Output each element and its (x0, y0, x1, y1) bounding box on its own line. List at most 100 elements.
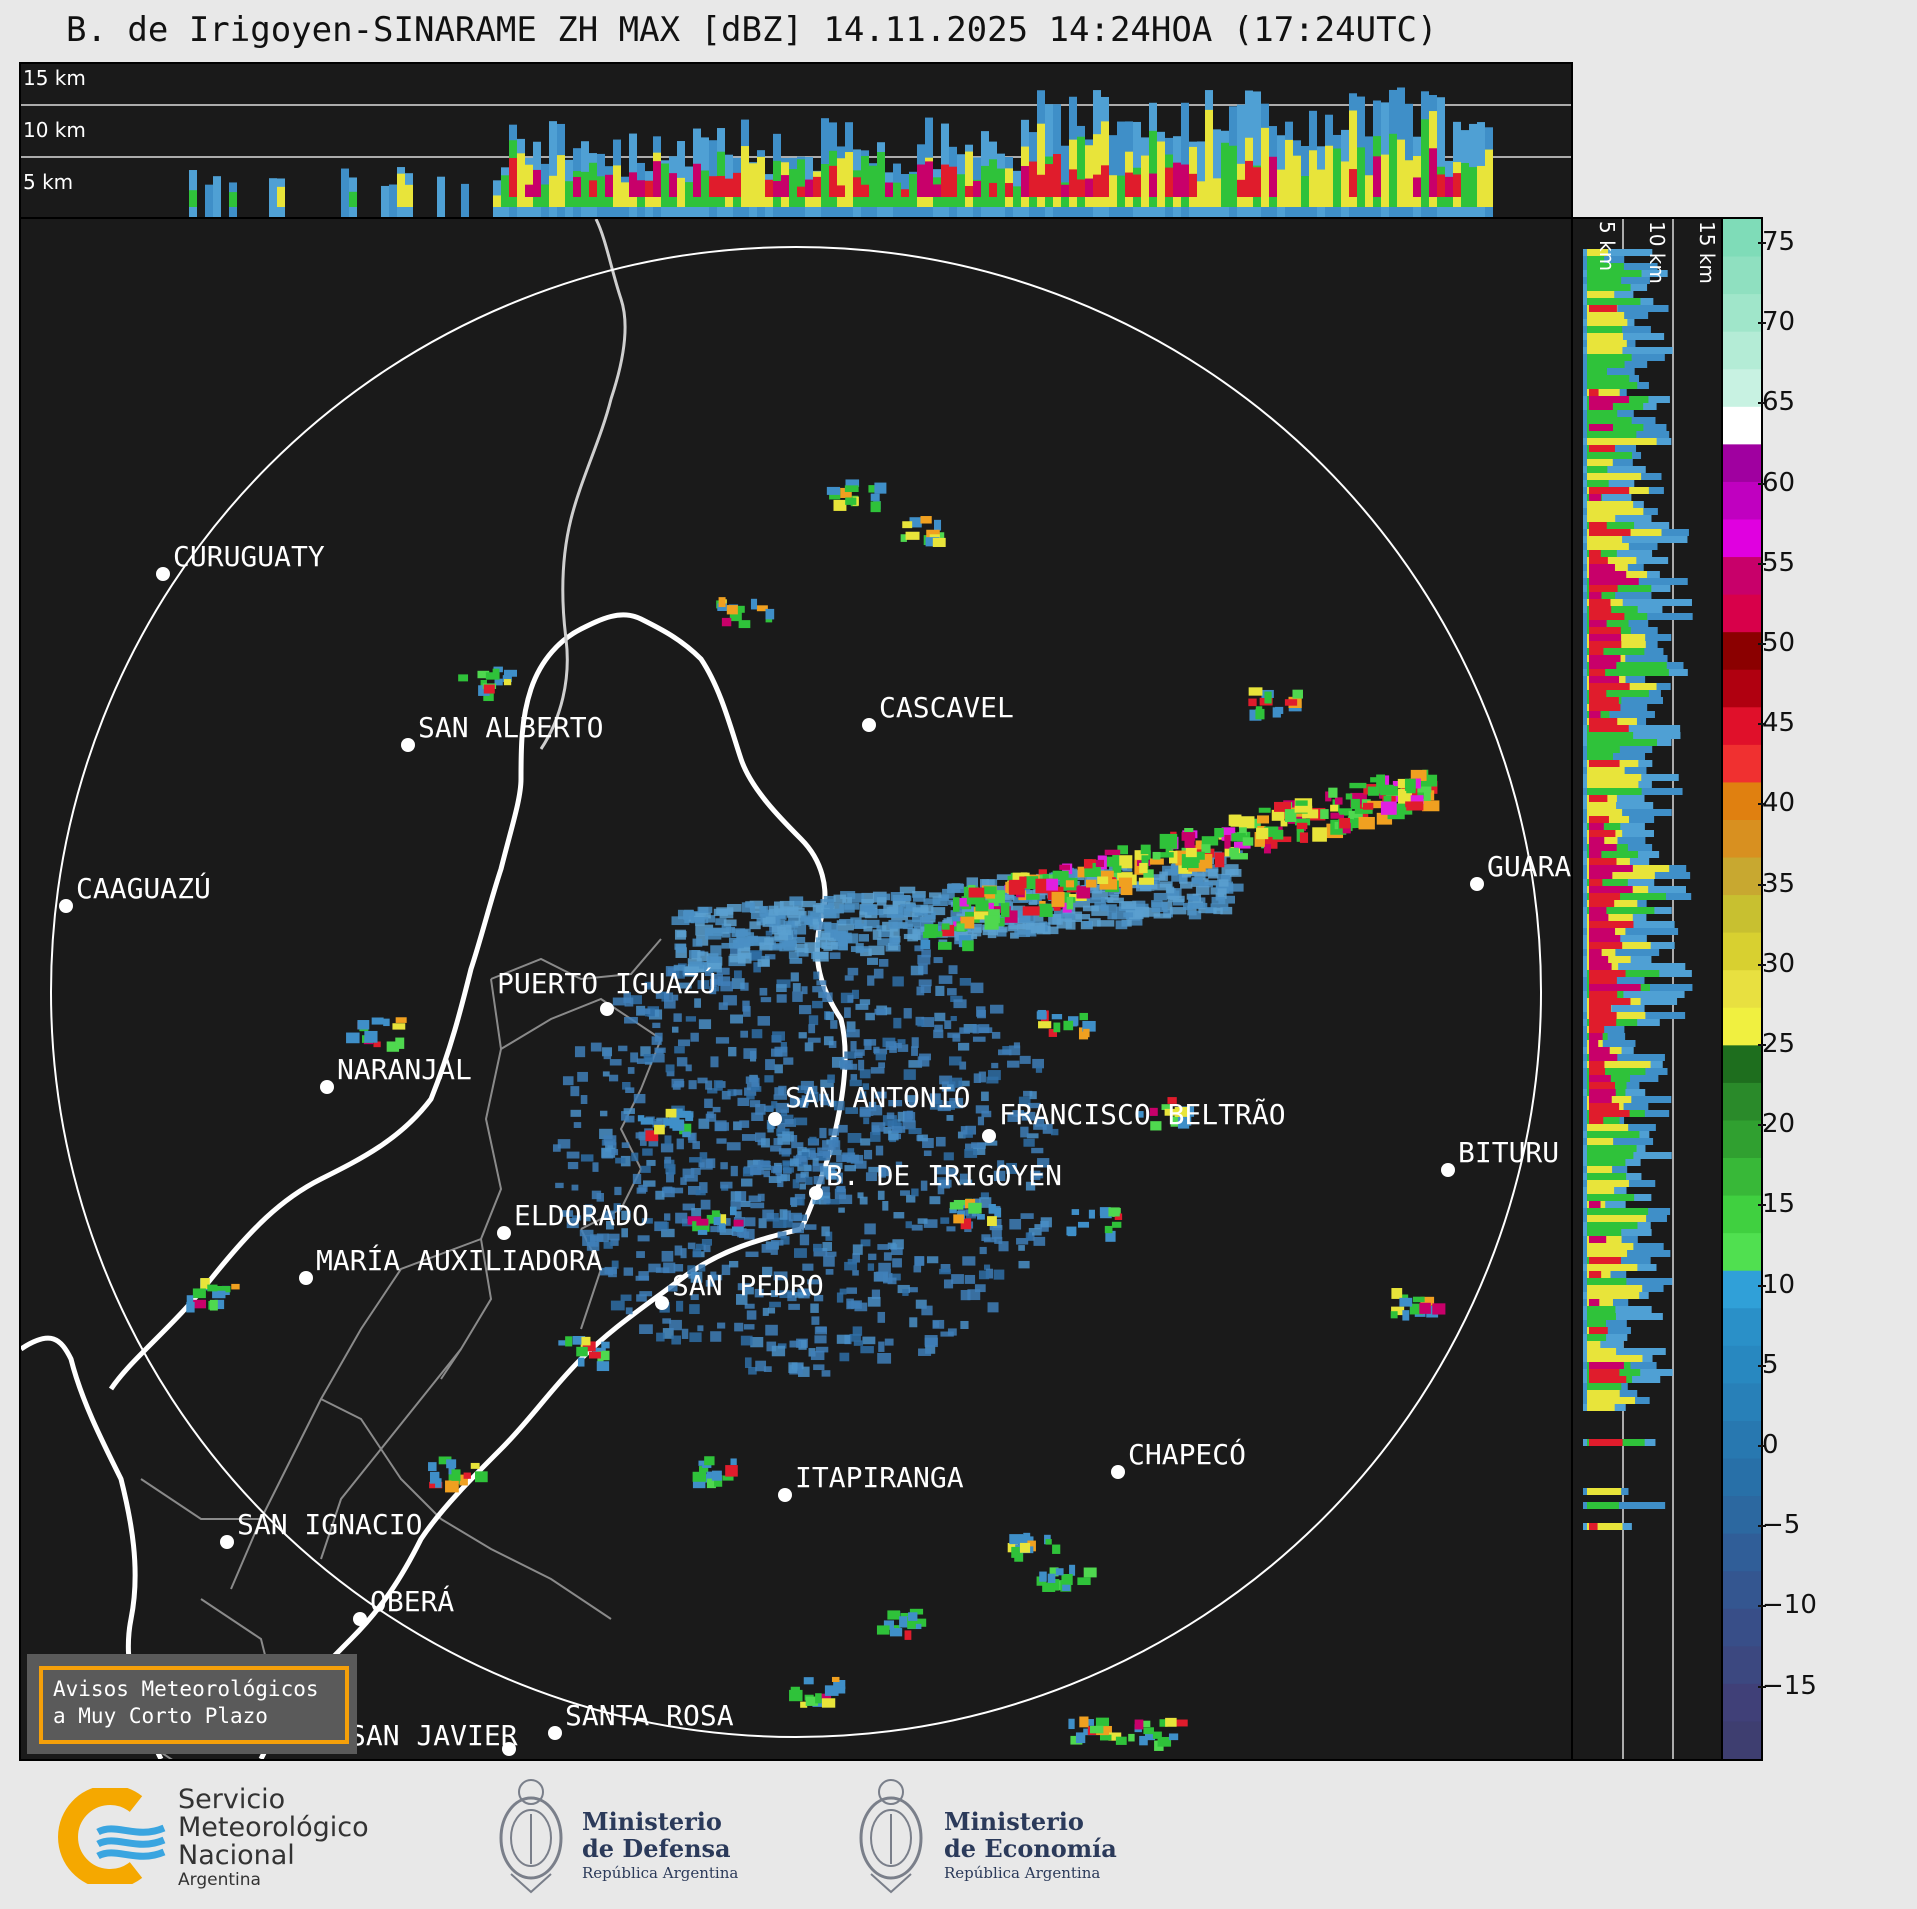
echo-cell (783, 1167, 794, 1173)
echo-cell (747, 1160, 761, 1168)
echo-row (1587, 1243, 1634, 1250)
echo-cell (663, 1186, 673, 1194)
echo-column (229, 192, 237, 207)
echo-cell (721, 923, 732, 933)
echo-cell (997, 894, 1015, 901)
echo-cell (1063, 1020, 1074, 1031)
echo-cell (1088, 1209, 1095, 1219)
echo-row (1587, 410, 1618, 417)
echo-row (1589, 550, 1601, 557)
echo-cell (1083, 921, 1093, 928)
echo-cell (790, 972, 799, 982)
echo-row (1589, 1369, 1620, 1376)
echo-cell (673, 964, 686, 971)
city-marker: ITAPIRANGA (778, 1461, 964, 1502)
echo-cell (630, 1052, 639, 1063)
echo-cell (917, 1218, 928, 1224)
echo-row (1583, 494, 1632, 501)
echo-cell (1046, 878, 1058, 891)
echo-cell (1263, 844, 1271, 854)
echo-cell (948, 965, 958, 975)
echo-cell (721, 1090, 731, 1100)
echo-cell (705, 1113, 717, 1122)
echo-cell (716, 967, 730, 975)
echo-cell (1117, 872, 1133, 881)
echo-cell (821, 1698, 836, 1708)
echo-row (1583, 1348, 1666, 1355)
economia-subtitle: República Argentina (944, 1864, 1101, 1882)
echo-cell (731, 1226, 744, 1232)
echo-row (1589, 991, 1618, 998)
echo-column (1093, 174, 1101, 197)
echo-cell (1161, 1104, 1171, 1110)
echo-row (1589, 1054, 1618, 1061)
warning-badge-frame[interactable]: Avisos Meteorológicos a Muy Corto Plazo (39, 1666, 349, 1744)
echo-cell (853, 1340, 864, 1346)
colorbar-gradient (1723, 219, 1761, 1759)
echo-cell (695, 912, 711, 919)
echo-cell (873, 1105, 883, 1116)
echo-cell (664, 1156, 672, 1164)
echo-cell (656, 1332, 665, 1342)
echo-cell (800, 1171, 809, 1178)
echo-row (1589, 683, 1630, 690)
city-dot (862, 718, 876, 732)
echo-row (1587, 431, 1637, 438)
echo-cell (804, 1224, 817, 1230)
echo-cell (911, 1037, 919, 1048)
echo-cell (934, 925, 942, 937)
echo-cell (445, 1480, 459, 1493)
echo-row (1587, 438, 1657, 445)
echo-row (1587, 662, 1667, 669)
echo-cell (844, 975, 854, 981)
echo-cell (1299, 832, 1309, 843)
echo-cell (972, 1024, 980, 1034)
echo-row (1589, 935, 1621, 942)
echo-cell (743, 1048, 757, 1059)
echo-cell (903, 933, 918, 940)
echo-cell (842, 1152, 856, 1162)
echo-cell (908, 1287, 918, 1293)
echo-cell (655, 1190, 665, 1200)
radar-map[interactable]: CURUGUATY SAN ALBERTO CASCAVEL CAAGUAZÚ GUAR… (19, 217, 1573, 1761)
echo-cell (572, 1215, 582, 1221)
echo-cell (1153, 913, 1172, 919)
echo-cell (885, 1041, 897, 1050)
echo-cell (1025, 1232, 1033, 1241)
echo-row (1587, 1152, 1634, 1159)
echo-cell (932, 1320, 940, 1328)
echo-cell (812, 986, 826, 993)
echo-cell (723, 919, 737, 927)
echo-row (1589, 1117, 1604, 1124)
echo-cell (695, 1243, 706, 1250)
echo-cell (1014, 930, 1030, 938)
echo-cell (684, 966, 700, 972)
echo-cell (638, 1184, 648, 1192)
echo-cell (651, 1036, 662, 1045)
echo-cell (928, 892, 942, 898)
echo-cell (1020, 1213, 1034, 1219)
echo-cell (750, 1164, 762, 1176)
echo-column (1125, 172, 1133, 197)
echo-row (1589, 403, 1613, 410)
echo-column (1157, 141, 1165, 207)
echo-cell (1159, 871, 1168, 882)
echo-cell (459, 1474, 468, 1486)
echo-cell (782, 1131, 794, 1142)
echo-cell (986, 1076, 999, 1084)
warning-badge[interactable]: Avisos Meteorológicos a Muy Corto Plazo (27, 1654, 357, 1754)
echo-cell (877, 938, 893, 946)
echo-cell (984, 902, 994, 910)
colorbar-band (1723, 1082, 1761, 1122)
echo-column (1421, 119, 1429, 207)
city-label: ELDORADO (514, 1199, 649, 1232)
echo-row (1589, 648, 1604, 655)
echo-cell (654, 1047, 666, 1053)
echo-row (1589, 1201, 1601, 1208)
echo-cell (888, 919, 903, 929)
echo-row (1583, 1040, 1636, 1047)
echo-column (597, 176, 605, 207)
echo-cell (733, 1219, 744, 1232)
echo-cell (937, 1105, 951, 1112)
echo-cell (1420, 774, 1438, 787)
